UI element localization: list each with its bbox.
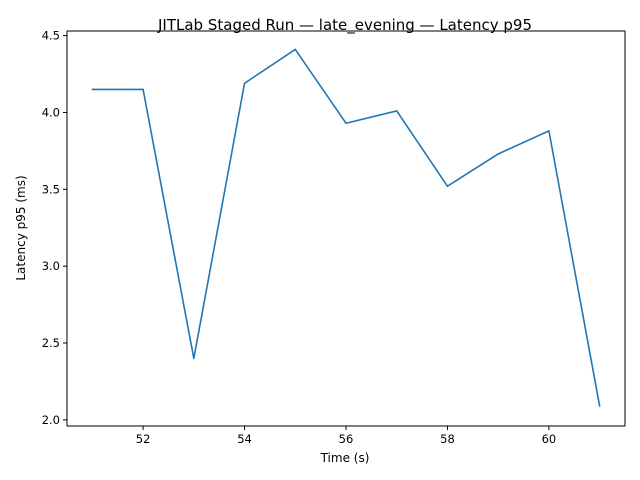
data-point	[345, 122, 347, 125]
data-point	[91, 88, 94, 91]
x-tick-label: 58	[440, 432, 455, 446]
chart-title: JITLab Staged Run — late_evening — Laten…	[157, 16, 532, 35]
y-axis: 2.0 2.5 3.0 3.5 4.0 4.5	[42, 29, 67, 427]
data-point	[294, 48, 297, 51]
x-tick-label: 56	[339, 432, 354, 446]
data-point	[193, 357, 195, 360]
y-tick-label: 3.5	[42, 182, 60, 196]
y-tick-label: 2.0	[42, 413, 60, 427]
data-point	[598, 405, 601, 407]
y-tick-label: 2.5	[42, 336, 60, 350]
x-tick-label: 60	[542, 432, 557, 446]
data-point	[395, 110, 398, 112]
y-tick-label: 4.5	[42, 29, 60, 43]
x-tick-label: 54	[237, 432, 252, 446]
y-axis-label: Latency p95 (ms)	[14, 175, 28, 280]
data-point	[497, 153, 499, 155]
y-tick-label: 3.0	[42, 259, 60, 273]
data-point	[243, 82, 246, 85]
data-point	[142, 88, 144, 91]
x-tick-label: 52	[136, 432, 151, 446]
data-point	[548, 130, 550, 132]
y-tick-label: 4.0	[42, 105, 60, 119]
series-layer	[91, 48, 601, 407]
data-point	[446, 185, 449, 188]
x-axis-label: Time (s)	[320, 451, 370, 465]
x-axis: 52 54 56 58 60	[136, 426, 556, 446]
